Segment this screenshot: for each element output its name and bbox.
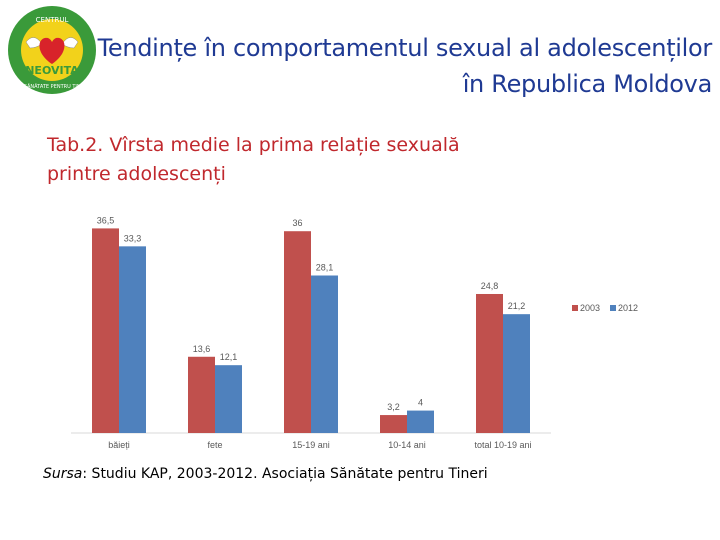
bar-2012-0 [119, 246, 146, 433]
page-title-line1: Tendințe în comportamentul sexual al ado… [97, 34, 713, 62]
bar-2012-4 [503, 314, 530, 433]
category-label-1: fete [207, 440, 222, 450]
source-text: : Studiu KAP, 2003-2012. Asociația Sănăt… [82, 466, 488, 482]
heart-with-wings-icon [25, 37, 79, 64]
bar-2012-3 [407, 410, 434, 433]
logo-top-text: CENTRUL [36, 16, 69, 24]
data-label-2012-0: 33,3 [124, 233, 142, 243]
chart-marks: 36,5 33,3 băieți 13,6 12,1 fete 36 28,1 15-19 an… [71, 215, 638, 450]
category-label-4: total 10-19 ani [474, 440, 531, 450]
data-label-2012-3: 4 [418, 398, 423, 408]
source-label: Sursa [43, 466, 83, 482]
neovita-logo: CENTRUL NEOVITA DE SĂNĂTATE PENTRU TINER… [8, 6, 96, 94]
table-caption-line1: Tab.2. Vîrsta medie la prima relație sex… [47, 134, 460, 156]
category-label-2: 15-19 ani [292, 440, 330, 450]
logo-name: NEOVITA [25, 64, 79, 77]
data-label-2003-3: 3,2 [387, 402, 400, 412]
data-label-2003-1: 13,6 [193, 344, 211, 354]
bar-2012-1 [215, 365, 242, 433]
data-label-2012-1: 12,1 [220, 352, 238, 362]
data-label-2003-2: 36 [292, 218, 302, 228]
bar-2003-0 [92, 228, 119, 433]
bar-2003-4 [476, 293, 503, 433]
category-label-0: băieți [108, 440, 130, 450]
page-title-line2: în Republica Moldova [462, 70, 713, 98]
source-note: Sursa: Studiu KAP, 2003-2012. Asociația … [43, 466, 488, 482]
legend-label-2003: 2003 [580, 303, 600, 313]
logo-bottom-text: DE SĂNĂTATE PENTRU TINERI [15, 83, 89, 90]
legend-label-2012: 2012 [618, 303, 638, 313]
data-label-2012-2: 28,1 [316, 262, 334, 272]
bar-2012-2 [311, 275, 338, 433]
data-label-2003-4: 24,8 [481, 281, 499, 291]
data-label-2012-4: 21,2 [508, 301, 526, 311]
data-label-2003-0: 36,5 [97, 215, 115, 225]
bar-2003-3 [380, 415, 407, 433]
bar-2003-2 [284, 231, 311, 433]
table-caption-line2: printre adolescenți [47, 163, 226, 185]
category-label-3: 10-14 ani [388, 440, 426, 450]
legend-swatch-2003 [572, 305, 578, 311]
legend-swatch-2012 [610, 305, 616, 311]
bar-2003-1 [188, 356, 215, 433]
